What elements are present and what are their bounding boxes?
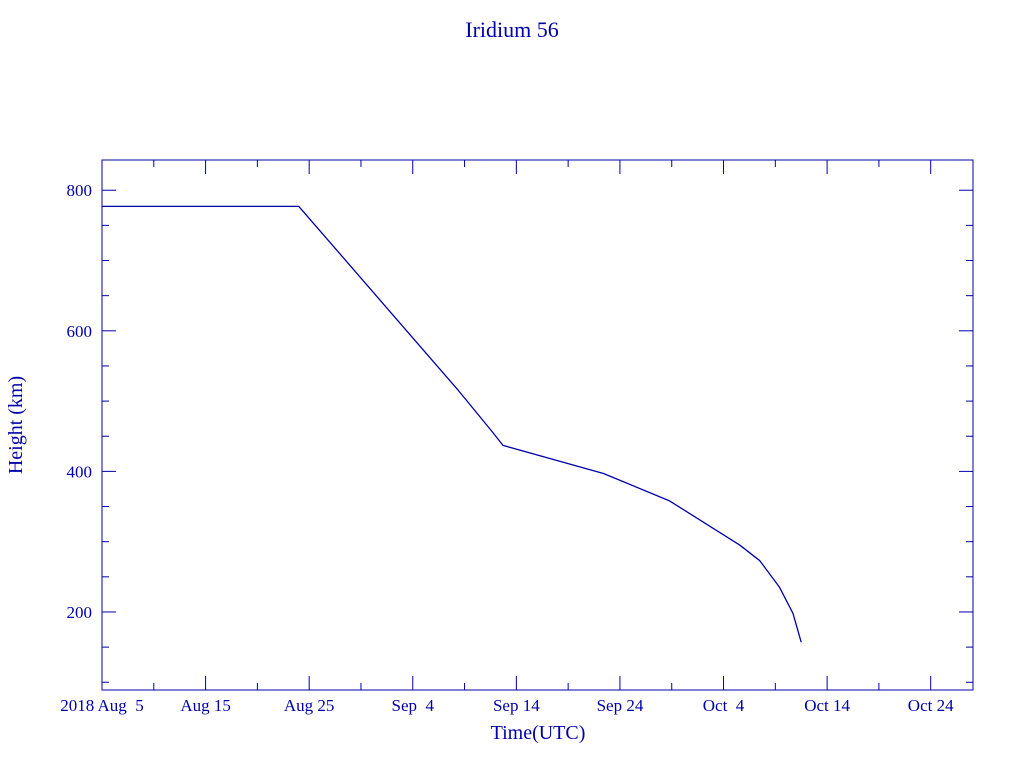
plot-frame [101,159,974,691]
y-tick-label: 400 [67,462,93,481]
x-tick-label: Oct 4 [703,696,745,715]
y-tick-label: 800 [67,181,93,200]
height-series-line [102,205,802,643]
x-tick-label: 2018 Aug 5 [60,696,144,715]
x-tick-label: Aug 25 [284,696,335,715]
x-tick-label: Sep 4 [392,696,435,715]
y-tick-label: 200 [67,603,93,622]
chart-title: Iridium 56 [465,17,559,42]
x-tick-label: Oct 24 [908,696,954,715]
x-tick-label: Oct 14 [804,696,850,715]
y-axis-label: Height (km) [5,376,27,474]
x-tick-label: Sep 24 [597,696,644,715]
x-axis-label: Time(UTC) [491,722,586,744]
x-tick-label: Aug 15 [180,696,231,715]
x-tick-label: Sep 14 [493,696,540,715]
y-tick-label: 600 [67,322,93,341]
